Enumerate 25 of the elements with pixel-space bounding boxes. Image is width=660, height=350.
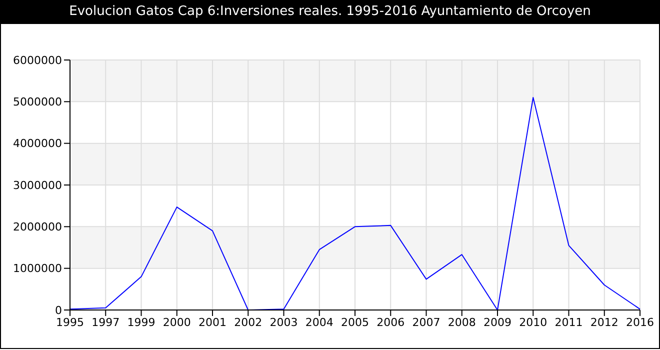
y-tick-label: 3000000 xyxy=(13,178,62,192)
y-tick-label: 4000000 xyxy=(13,137,62,150)
x-tick-label: 1999 xyxy=(127,316,156,329)
chart-title: Evolucion Gatos Cap 6:Inversiones reales. 1995-2016 Ayuntamiento de Orcoyen xyxy=(0,0,660,24)
x-tick-label: 2012 xyxy=(590,316,618,329)
x-tick-label: 2007 xyxy=(412,316,440,329)
x-tick-label: 2000 xyxy=(162,316,191,329)
x-tick-label: 2001 xyxy=(198,316,226,329)
x-tick-label: 2010 xyxy=(519,316,548,329)
y-tick-label: 2000000 xyxy=(13,220,62,234)
x-tick-label: 2005 xyxy=(341,316,369,329)
x-tick-label: 2004 xyxy=(305,316,334,329)
x-tick-label: 2003 xyxy=(270,316,298,329)
x-tick-label: 1997 xyxy=(92,316,120,329)
y-tick-label: 0 xyxy=(55,304,62,317)
x-tick-label: 2008 xyxy=(448,316,476,329)
y-tick-label: 5000000 xyxy=(13,96,62,109)
y-tick-label: 6000000 xyxy=(13,54,62,67)
x-tick-label: 2016 xyxy=(626,316,654,329)
x-tick-label: 2009 xyxy=(484,316,512,329)
x-tick-label: 2011 xyxy=(554,316,583,329)
x-tick-label: 2006 xyxy=(376,316,405,329)
x-tick-label: 2002 xyxy=(234,316,262,329)
x-tick-label: 1995 xyxy=(56,316,84,329)
y-tick-label: 1000000 xyxy=(13,262,62,276)
